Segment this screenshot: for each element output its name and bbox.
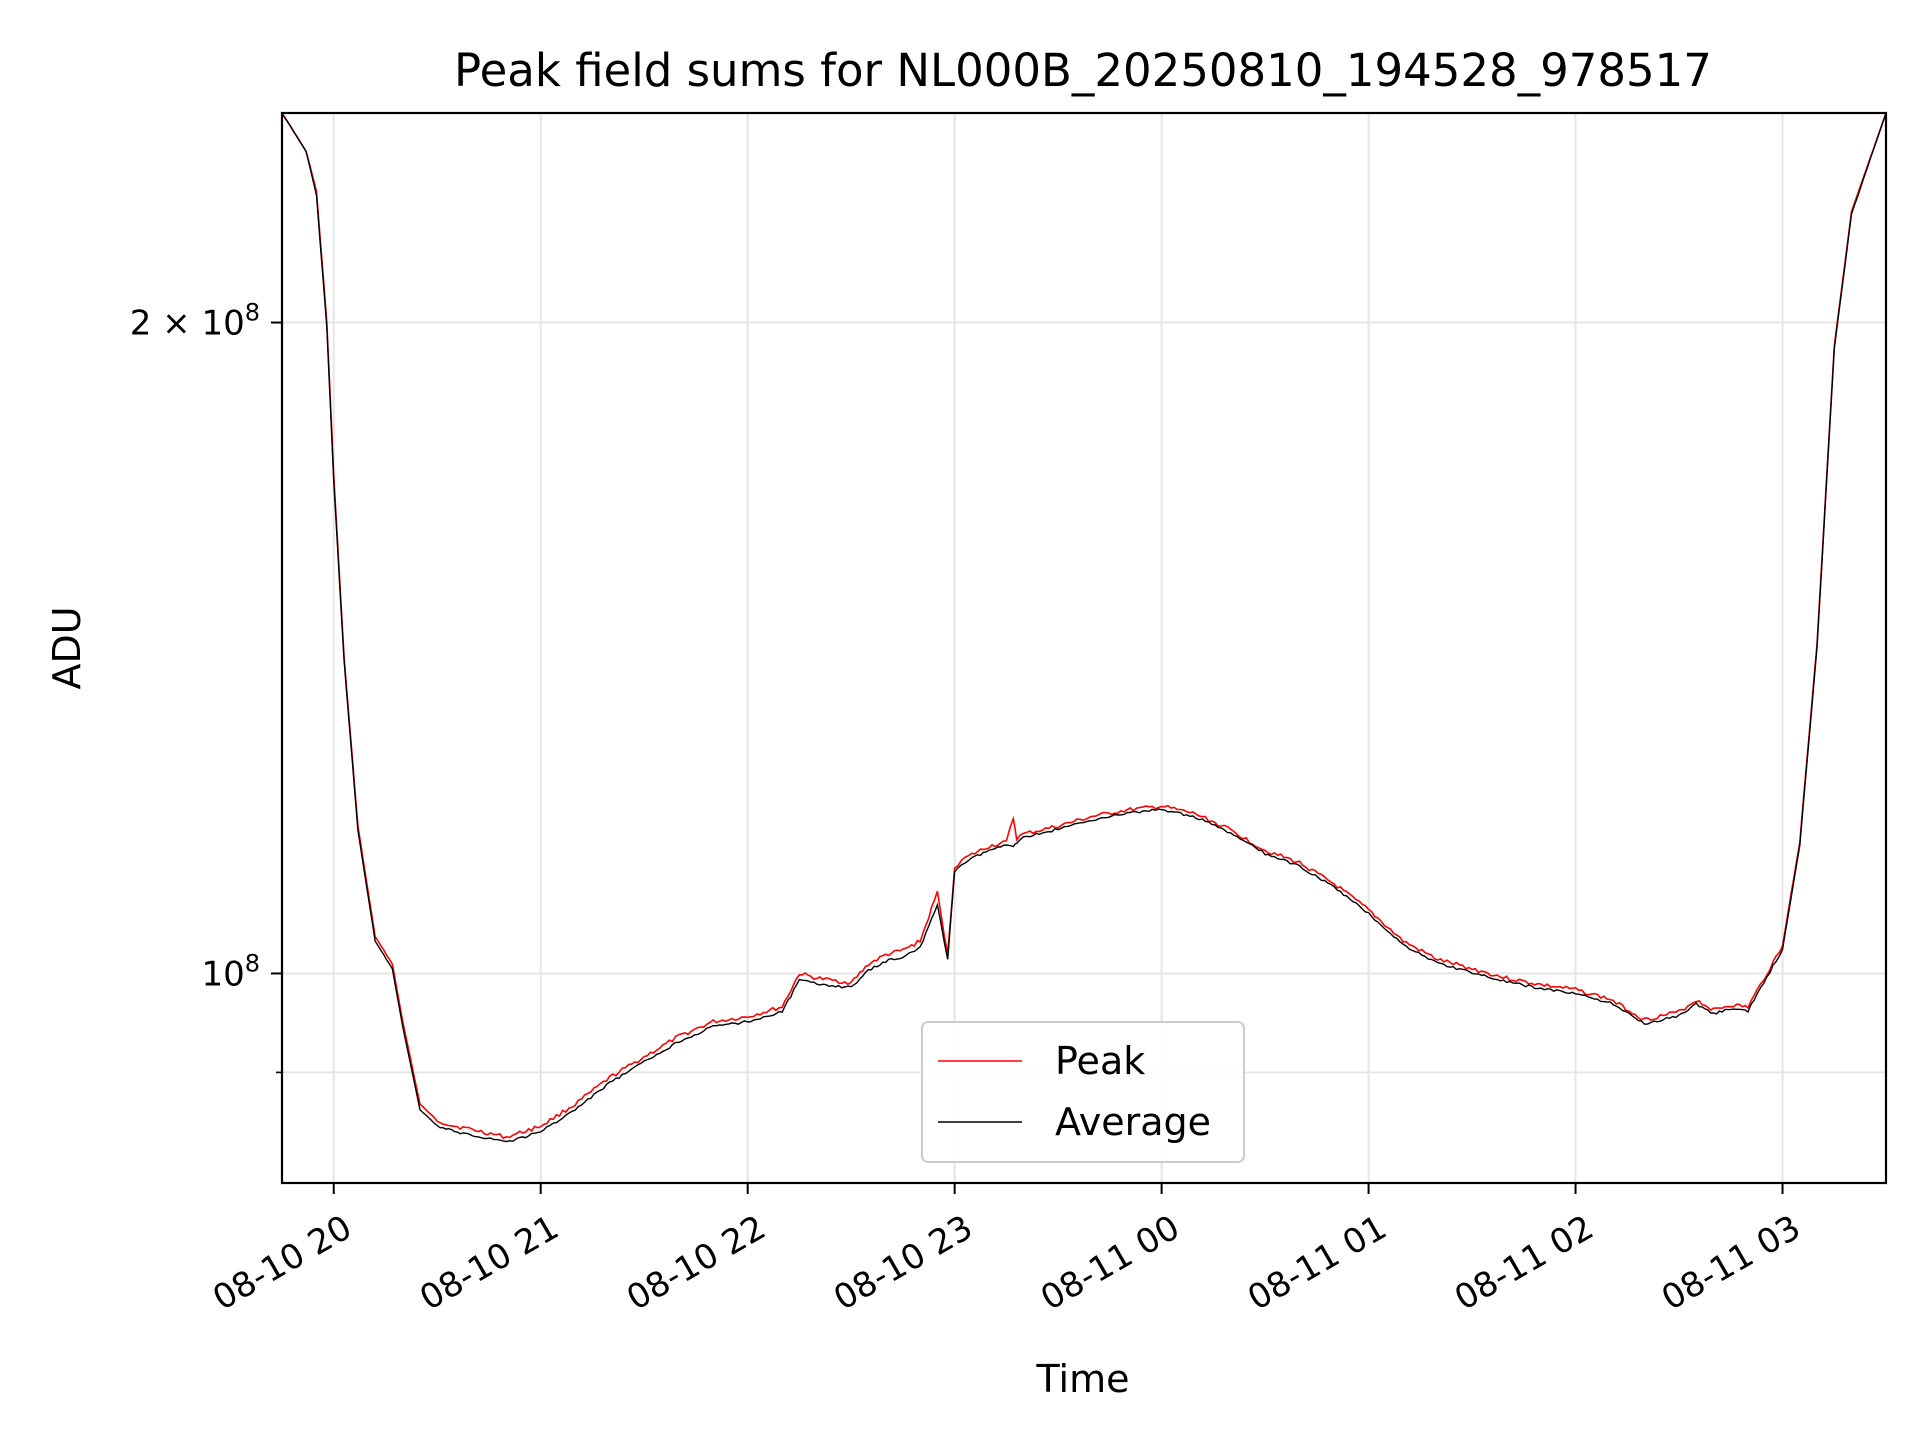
y-tick-label: 108 bbox=[201, 949, 260, 994]
x-axis-label: Time bbox=[1036, 1357, 1130, 1401]
series-line-average bbox=[281, 112, 1887, 1143]
legend-box bbox=[921, 1021, 1245, 1163]
y-axis: 108 2 × 108 bbox=[130, 299, 282, 1074]
legend-label-average: Average bbox=[1055, 1100, 1211, 1144]
legend-label-peak: Peak bbox=[1055, 1039, 1145, 1083]
series-line-peak bbox=[281, 112, 1887, 1140]
chart-title: Peak field sums for NL000B_20250810_1945… bbox=[454, 44, 1712, 97]
y-axis-label: ADU bbox=[45, 606, 89, 689]
series-group bbox=[281, 112, 1887, 1143]
legend: Peak Average bbox=[921, 1021, 1245, 1163]
y-tick-label: 2 × 108 bbox=[130, 299, 260, 344]
plot-frame bbox=[280, 111, 1888, 1185]
